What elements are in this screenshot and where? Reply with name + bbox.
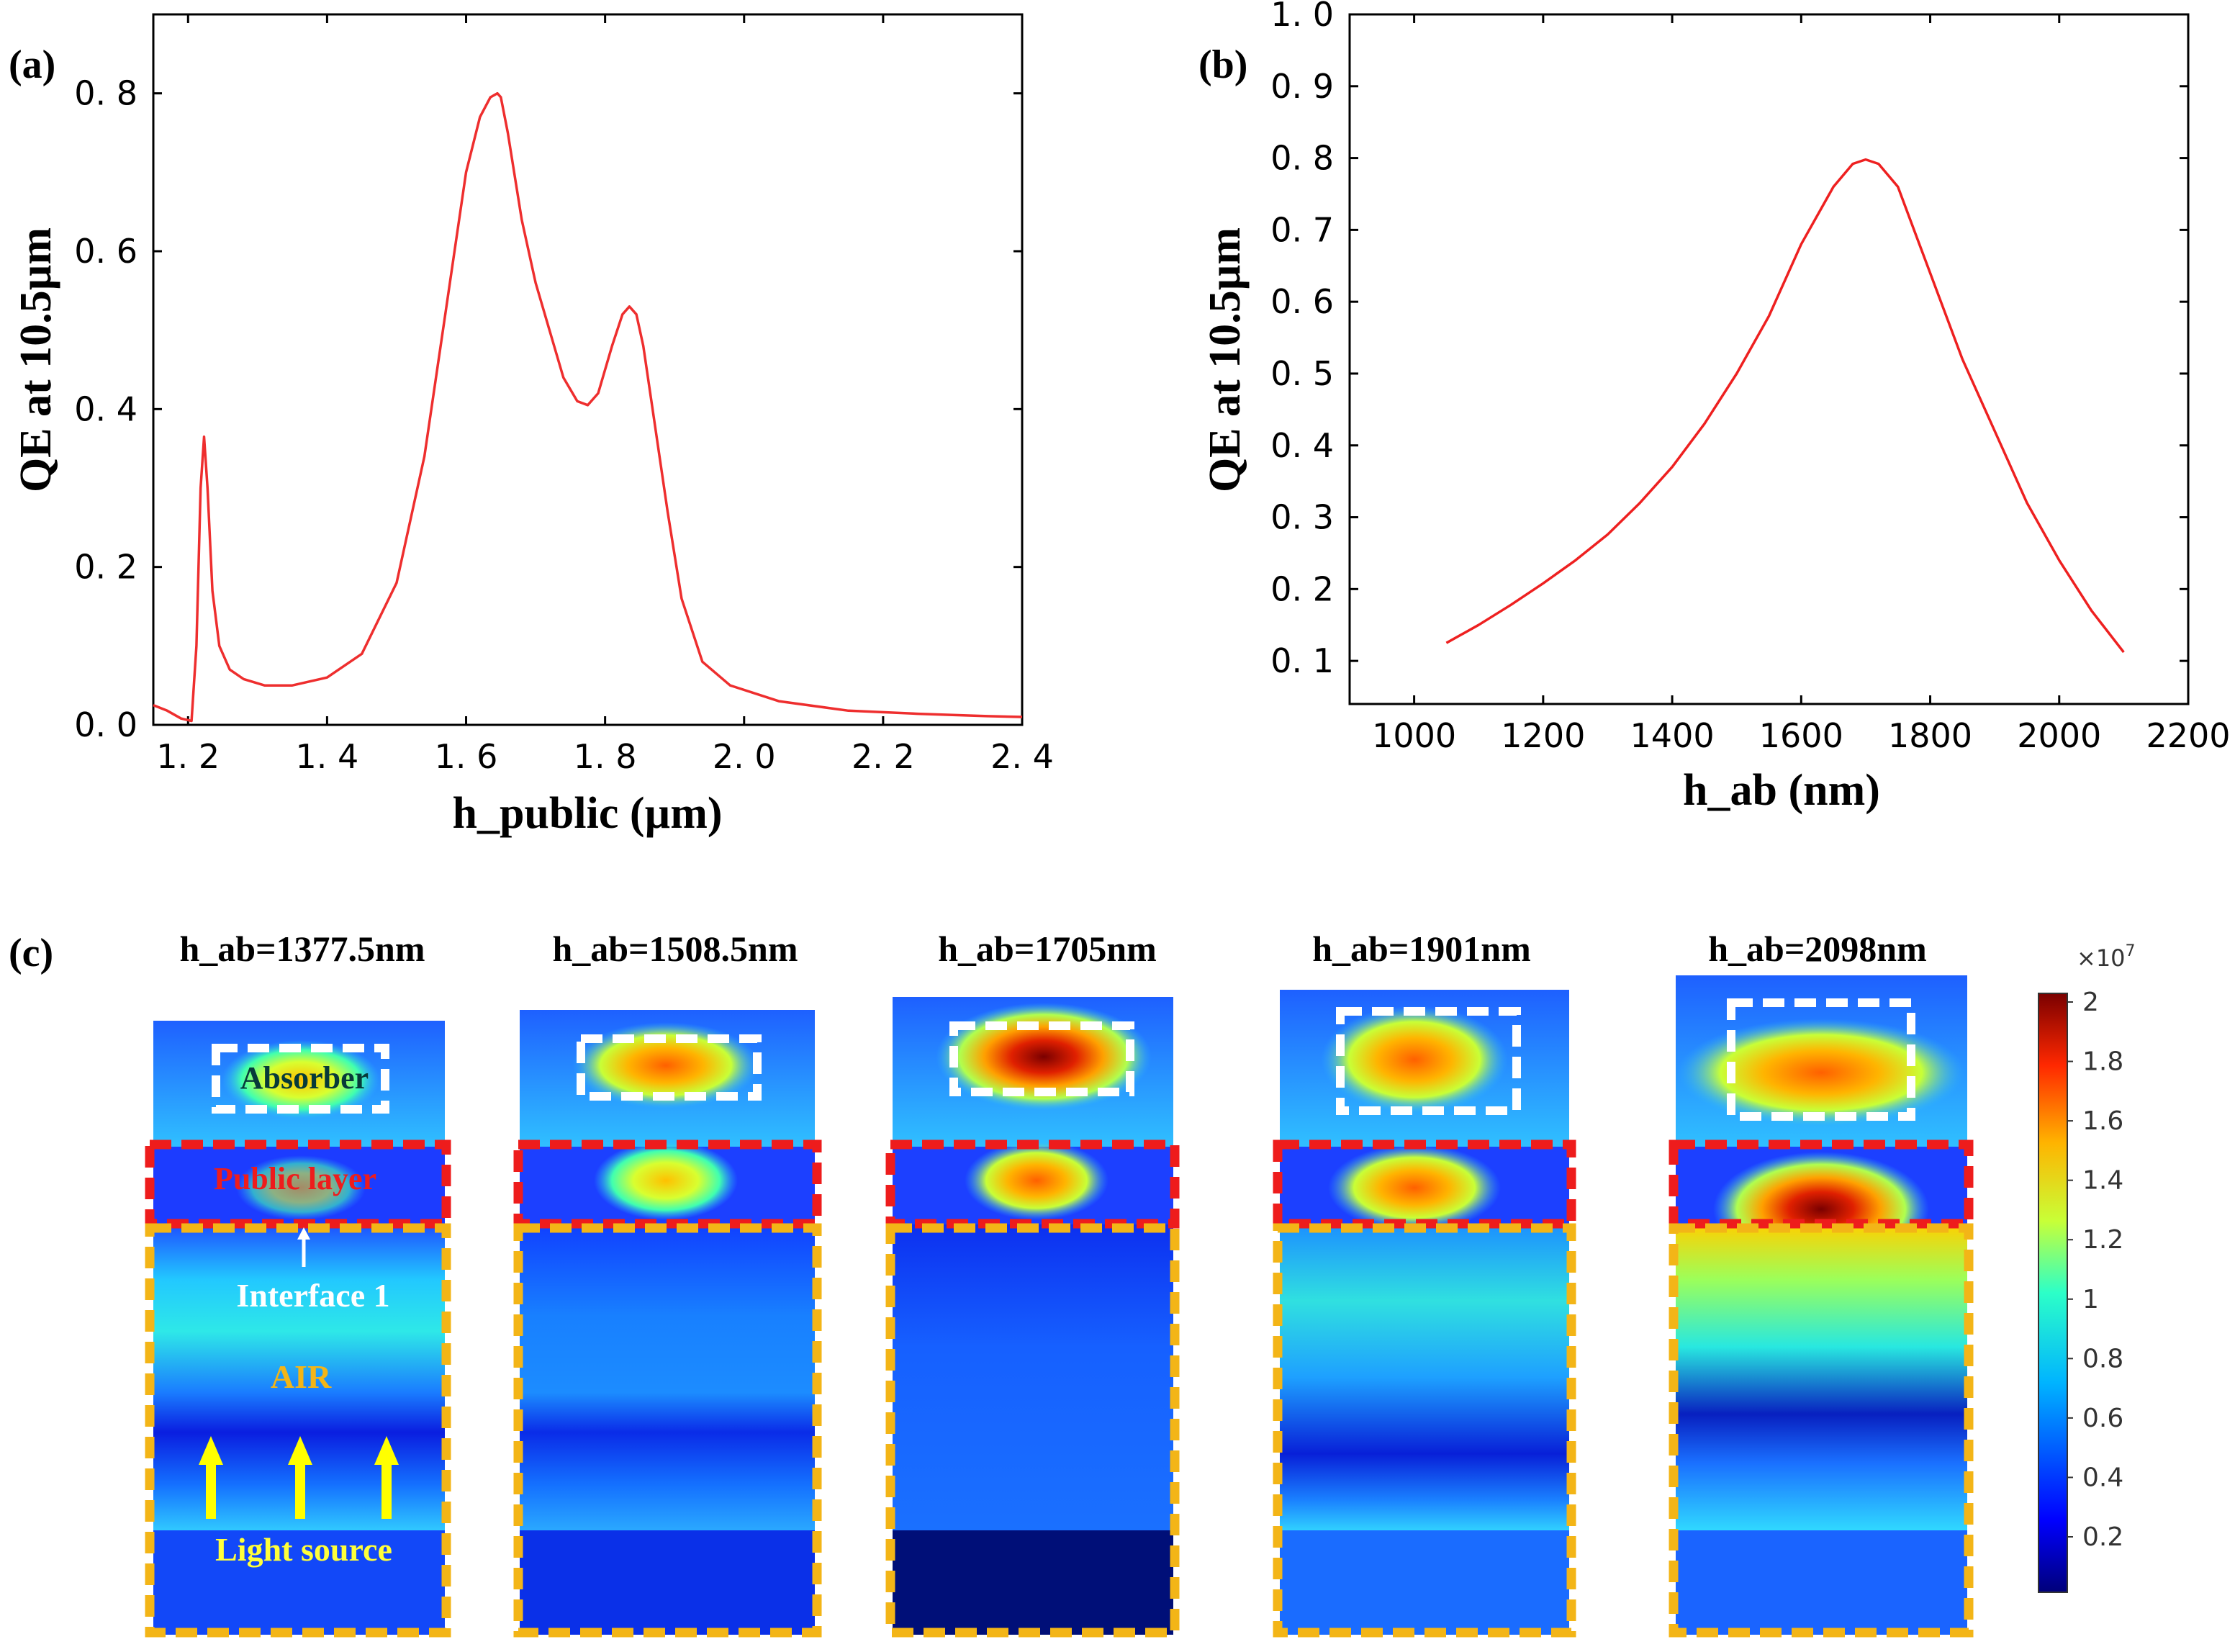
map-title-3: h_ab=1705nm: [938, 929, 1157, 969]
field-map-4: [1273, 990, 1576, 1638]
series-line-a: [153, 91, 1023, 723]
axis-ticks-b: 1000 1200 1400 1600 1800 2000 2200 0. 1 0. 2 0. 3…: [1270, 0, 2230, 755]
x-tick-label: 1400: [1630, 716, 1715, 755]
y-tick-label: 0. 2: [1270, 569, 1334, 608]
colorbar: ×107 2 1.8 1.6 1.4 1.2 1 0.8 0.6 0.4 0.2: [2038, 942, 2136, 1593]
y-axis-label-a: QE at 10.5µm: [12, 227, 60, 492]
x-tick-label: 2. 2: [852, 737, 915, 776]
x-tick-label: 2000: [2017, 716, 2101, 755]
colorbar-ticks: 2 1.8 1.6 1.4 1.2 1 0.8 0.6 0.4 0.2: [2067, 988, 2123, 1552]
colorbar-tick-label: 1.2: [2082, 1225, 2123, 1255]
colorbar-tick-label: 0.8: [2082, 1344, 2123, 1373]
panel-b: (b) 1000 1200 1400 1600 1800 2000 2200 0. 1 0. 2…: [1198, 0, 2231, 815]
plot-frame-a: [152, 13, 1024, 726]
panel-label-b: (b): [1198, 42, 1247, 87]
colorbar-tick-label: 1: [2082, 1285, 2099, 1314]
colorbar-tick-label: 1.4: [2082, 1166, 2123, 1196]
y-tick-label: 0. 6: [1270, 282, 1334, 321]
colorbar-tick-label: 0.6: [2082, 1404, 2123, 1433]
y-tick-label: 0. 7: [1270, 210, 1334, 249]
x-tick-label: 1. 8: [574, 737, 637, 776]
x-tick-label: 1800: [1888, 716, 1972, 755]
x-tick-label: 1000: [1372, 716, 1456, 755]
y-tick-label: 0. 9: [1270, 67, 1334, 106]
field-map-3: [885, 997, 1180, 1638]
series-line-b: [1445, 158, 2125, 654]
x-tick-label: 1600: [1759, 716, 1843, 755]
y-tick-label: 0. 0: [74, 705, 137, 744]
x-tick-label: 2. 0: [713, 737, 776, 776]
colorbar-tick-label: 2: [2082, 988, 2099, 1017]
colorbar-gradient: [2038, 993, 2068, 1593]
y-tick-label: 0. 8: [1270, 139, 1334, 178]
light-source-arrows: [199, 1436, 399, 1519]
panel-label-a: (a): [9, 42, 55, 87]
y-axis-label-b: QE at 10.5µm: [1201, 227, 1250, 492]
panel-label-c: (c): [9, 931, 53, 975]
colorbar-tick-label: 0.4: [2082, 1463, 2123, 1492]
map-title-4: h_ab=1901nm: [1312, 929, 1531, 969]
x-tick-label: 1200: [1501, 716, 1585, 755]
field-map-1: Absorber Public layer Interface 1 AIR Li…: [145, 1021, 451, 1638]
map-title-2: h_ab=1508.5nm: [552, 929, 798, 969]
map-title-1: h_ab=1377.5nm: [179, 929, 425, 969]
y-tick-label: 0. 6: [74, 232, 137, 271]
light-source-label: Light source: [215, 1531, 392, 1568]
y-tick-label: 0. 4: [74, 389, 137, 428]
colorbar-tick-label: 0.2: [2082, 1522, 2123, 1552]
panel-c: (c) h_ab=1377.5nm h_ab=1508.5nm h_ab=170…: [9, 929, 2136, 1638]
y-tick-label: 0. 5: [1270, 354, 1334, 393]
x-axis-label-b: h_ab (nm): [1683, 766, 1880, 815]
axis-ticks-a: 1. 2 1. 4 1. 6 1. 8 2. 0 2. 2 2. 4 0. 0 0. 2 0. 4…: [74, 14, 1054, 776]
air-label: AIR: [271, 1358, 332, 1395]
x-tick-label: 1. 6: [435, 737, 498, 776]
y-tick-label: 0. 4: [1270, 426, 1334, 465]
colorbar-exponent: ×107: [2077, 942, 2136, 972]
y-tick-label: 0. 2: [74, 548, 137, 587]
interface-label: Interface 1: [236, 1277, 389, 1314]
x-tick-label: 2. 4: [990, 737, 1054, 776]
colorbar-tick-label: 1.8: [2082, 1047, 2123, 1077]
absorber-label: Absorber: [240, 1060, 369, 1096]
y-tick-label: 0. 1: [1270, 641, 1334, 680]
x-tick-label: 1. 4: [296, 737, 359, 776]
field-map-5: [1669, 975, 1974, 1638]
field-map-2: [513, 1010, 822, 1638]
y-tick-label: 1. 0: [1270, 0, 1334, 34]
y-tick-label: 0. 8: [74, 74, 137, 113]
x-tick-label: 2200: [2146, 716, 2230, 755]
panel-a: (a) 1. 2 1. 4 1. 6 1. 8 2. 0 2. 2 2. 4 0. 0 0. 2…: [9, 13, 1054, 838]
y-tick-label: 0. 3: [1270, 498, 1334, 537]
plot-frame-b: [1348, 13, 2190, 705]
colorbar-tick-label: 1.6: [2082, 1106, 2123, 1136]
map-title-5: h_ab=2098nm: [1708, 929, 1927, 969]
x-tick-label: 1. 2: [156, 737, 220, 776]
public-layer-label: Public layer: [214, 1161, 376, 1196]
interface-arrowhead: [297, 1227, 310, 1240]
x-axis-label-a: h_public (µm): [452, 789, 722, 838]
